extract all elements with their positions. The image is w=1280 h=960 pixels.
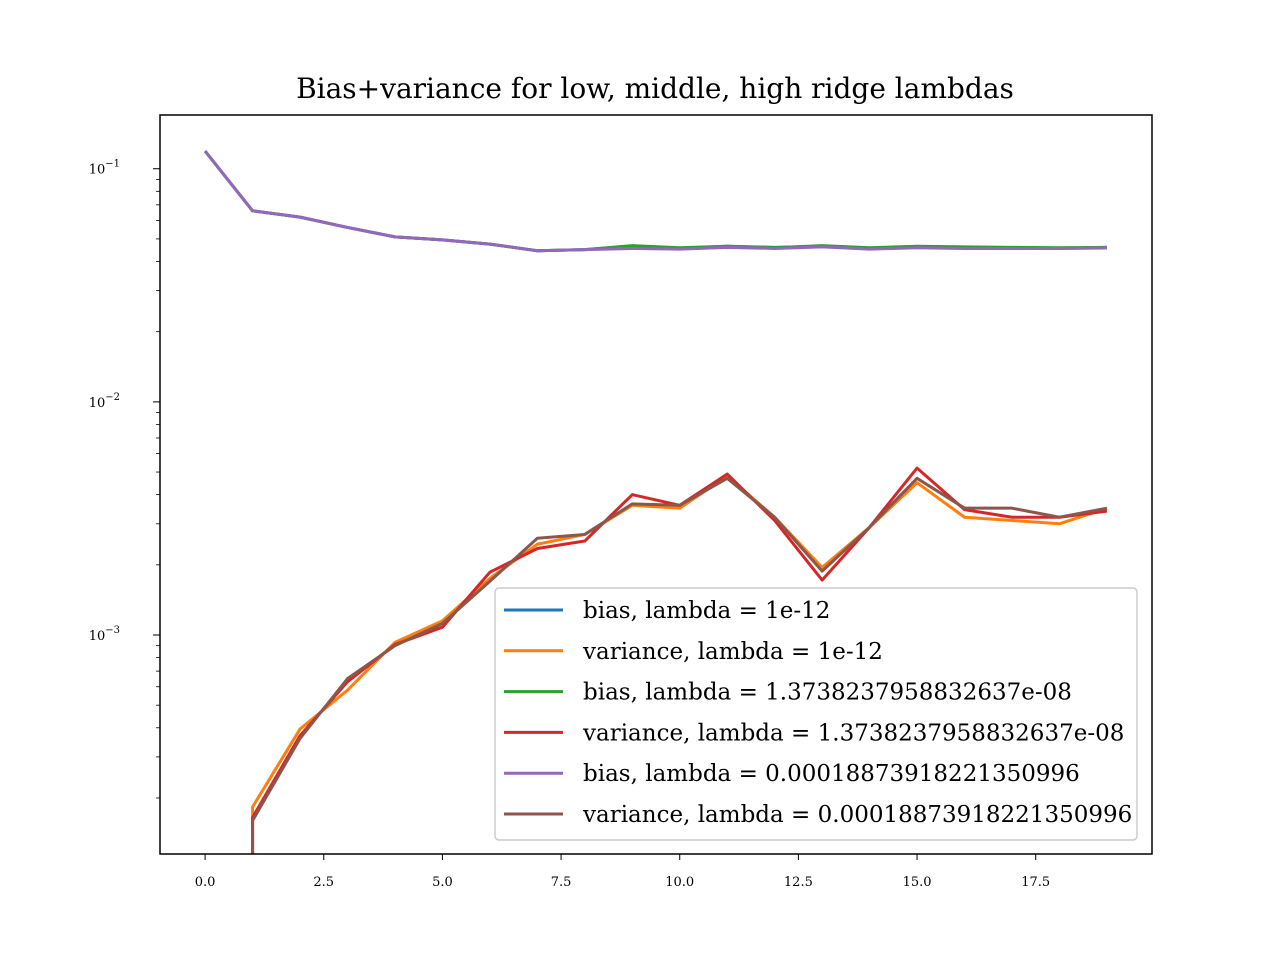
x-tick-label: 7.5 (551, 875, 572, 890)
series-line-5 (203, 150, 1107, 253)
series-line-2 (251, 474, 1108, 854)
x-tick-label: 5.0 (432, 875, 453, 890)
x-tick-label: 15.0 (903, 875, 932, 890)
y-major-ticks: 10−1 10−2 10−3 (89, 159, 160, 644)
legend-label: variance, lambda = 1e-12 (582, 639, 883, 665)
plot-frame (159, 114, 1153, 855)
legend-label: bias, lambda = 1e-12 (583, 598, 830, 624)
legend-label: bias, lambda = 0.00018873918221350996 (583, 761, 1080, 787)
legend-label: bias, lambda = 1.3738237958832637e-08 (583, 680, 1072, 706)
x-tick-label: 17.5 (1021, 875, 1050, 890)
y-tick-label: 10−2 (89, 392, 120, 411)
x-tick-label: 12.5 (784, 875, 813, 890)
y-tick-label: 10−3 (89, 625, 120, 644)
x-tick-label: 10.0 (665, 875, 694, 890)
x-ticks: 0.0 2.5 5.0 7.5 10.0 12.5 15.0 17.5 (195, 854, 1050, 890)
legend-box (494, 587, 1138, 841)
x-tick-label: 0.0 (195, 875, 216, 890)
series-line-6 (251, 476, 1108, 854)
y-tick-label: 10−1 (89, 159, 120, 178)
legend-label: variance, lambda = 1.3738237958832637e-0… (582, 720, 1124, 746)
legend: bias, lambda = 1e-12 variance, lambda = 1… (494, 587, 1138, 841)
chart-title: Bias+variance for low, middle, high ridg… (296, 72, 1014, 105)
series-lines (203, 150, 1108, 854)
x-tick-label: 2.5 (313, 875, 334, 890)
legend-label: variance, lambda = 0.0001887391822135099… (582, 802, 1132, 828)
